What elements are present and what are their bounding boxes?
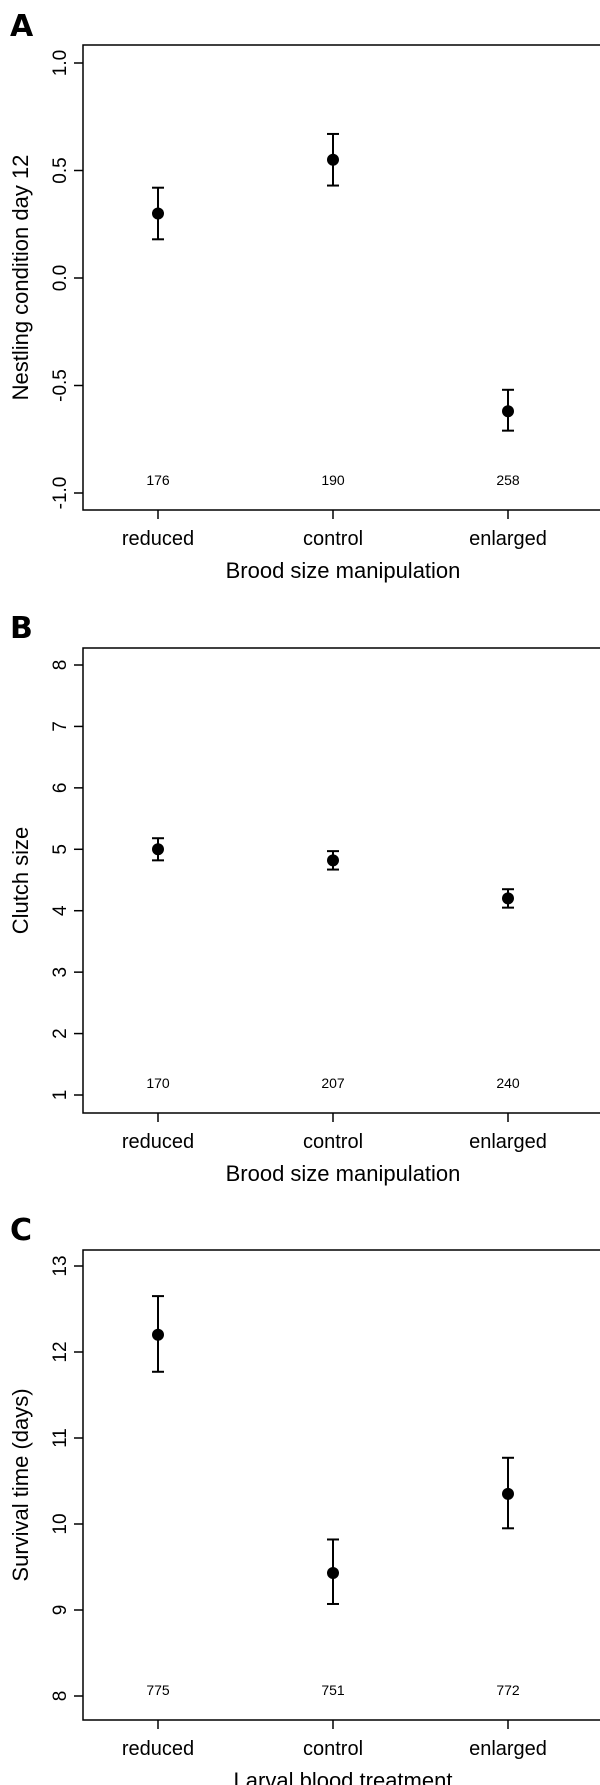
panel-b-sample-size-label: 240 [496,1075,520,1091]
panel-c-sample-size-label: 751 [321,1682,345,1698]
panel-b-y-axis-title: Clutch size [8,827,33,935]
panel-a-point-reduced [152,207,164,220]
panel-c-category-label: control [303,1738,363,1760]
panel-b-x-axis-title: Brood size manipulation [226,1161,461,1186]
panel-a-point-enlarged [502,405,514,418]
panel-a-y-tick-label: 0.0 [50,265,71,291]
panel-a-x-axis-title: Brood size manipulation [226,558,461,583]
panel-b-point-reduced [152,843,164,856]
panel-c-y-tick-label: 11 [50,1428,71,1448]
panel-b-sample-size-label: 170 [146,1075,170,1091]
panel-c-y-tick-label: 13 [50,1255,71,1276]
panel-b-y-tick-label: 1 [50,1090,71,1101]
panel-c-plot-frame [82,1249,600,1721]
panel-b-y-tick-label: 4 [50,905,71,916]
panel-c-point-enlarged [502,1487,514,1500]
panel-c-category-label: enlarged [469,1738,547,1760]
panel-a-category-label: enlarged [469,528,547,550]
panel-b-y-tick-label: 3 [50,967,71,978]
panel-b-category-label: enlarged [469,1131,547,1153]
panel-b-point-enlarged [502,892,514,905]
panel-b-y-tick-label: 5 [50,844,71,855]
panel-b-point-control [327,854,339,867]
panel-b-plot-frame [82,647,600,1114]
panel-a-y-tick-label: 1.0 [50,50,71,76]
panel-c-y-tick-label: 8 [50,1691,71,1702]
panel-a-sample-size-label: 176 [146,472,170,488]
panel-c-y-tick-label: 12 [50,1341,71,1362]
panel-a-y-tick-label: 0.5 [50,157,71,183]
panel-a-category-label: reduced [122,528,194,550]
panel-a-y-tick-label: -1.0 [50,477,71,510]
panel-c-y-axis-title: Survival time (days) [8,1388,33,1581]
panel-b-letter: B [10,611,33,646]
panel-c-y-tick-label: 9 [50,1605,71,1616]
panel-b-y-tick-label: 7 [50,721,71,732]
panel-a-plot-frame [82,44,600,511]
panel-b-y-tick-label: 6 [50,783,71,794]
panel-b-y-tick-label: 2 [50,1028,71,1039]
panel-c-point-control [327,1567,339,1580]
panel-c-y-tick-label: 10 [50,1513,71,1534]
panel-b-y-tick-label: 8 [50,660,71,671]
panel-b-sample-size-label: 207 [321,1075,345,1091]
panel-a-y-axis-title: Nestling condition day 12 [8,155,33,401]
panel-a-sample-size-label: 190 [321,472,345,488]
panel-c-sample-size-label: 775 [146,1682,170,1698]
panel-c-category-label: reduced [122,1738,194,1760]
panel-c-sample-size-label: 772 [496,1682,520,1698]
panel-c-point-reduced [152,1328,164,1341]
panel-b-category-label: control [303,1131,363,1153]
panel-a-category-label: control [303,528,363,550]
panel-c-x-axis-title: Larval blood treatment [234,1768,453,1785]
panel-a-letter: A [10,9,34,44]
panel-a-point-control [327,153,339,166]
panel-b-category-label: reduced [122,1131,194,1153]
panel-c-letter: C [10,1213,32,1248]
panel-a-y-tick-label: -0.5 [50,369,71,402]
panel-a-sample-size-label: 258 [496,472,520,488]
